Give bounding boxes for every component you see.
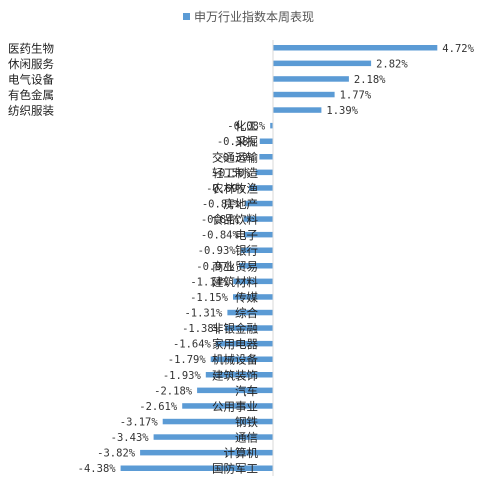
- value-label-14: -0.93%: [198, 245, 237, 257]
- value-label-23: -2.18%: [154, 385, 193, 397]
- bar-4: [273, 91, 335, 98]
- category-label-10: 农林牧渔: [212, 181, 258, 195]
- bar-9: [255, 169, 273, 176]
- category-label-18: 综合: [235, 306, 258, 320]
- category-label-8: 交通运输: [212, 150, 258, 164]
- bar-15: [239, 263, 273, 269]
- bar-19: [225, 325, 273, 331]
- category-label-19: 非银金融: [212, 322, 258, 336]
- category-label-2: 休闲服务: [8, 57, 54, 71]
- category-label-24: 公用事业: [212, 399, 258, 413]
- category-labels-group: 医药生物休闲服务电气设备有色金属纺织服装化工采掘交通运输轻工制造农林牧渔房地产食…: [8, 41, 258, 475]
- legend-label: 申万行业指数本周表现: [194, 9, 314, 24]
- bar-16: [233, 278, 273, 285]
- category-label-27: 计算机: [224, 446, 259, 460]
- bar-24: [182, 403, 273, 409]
- value-label-20: -1.64%: [173, 339, 212, 351]
- category-label-12: 食品饮料: [212, 213, 258, 227]
- category-label-11: 房地产: [224, 197, 259, 211]
- category-label-16: 建筑材料: [212, 275, 258, 289]
- value-label-11: -0.81%: [202, 199, 241, 211]
- legend-swatch: [183, 13, 190, 20]
- bar-11: [244, 200, 273, 207]
- value-label-22: -1.93%: [163, 370, 202, 382]
- value-label-21: -1.79%: [168, 354, 207, 366]
- bar-23: [197, 387, 273, 394]
- category-label-25: 钢铁: [235, 415, 258, 429]
- category-label-17: 传媒: [235, 290, 258, 304]
- category-label-20: 家用电器: [212, 337, 258, 351]
- bar-21: [210, 356, 273, 362]
- value-labels-group: 4.72% 2.82% 2.18% 1.77% 1.39% -0.08% -0.38% -0.…: [78, 43, 475, 475]
- category-label-3: 电气设备: [8, 72, 54, 86]
- bar-25: [162, 418, 273, 425]
- bar-17: [233, 294, 273, 300]
- bar-27: [140, 449, 273, 456]
- value-label-28: -4.38%: [78, 463, 117, 475]
- value-label-16: -1.14%: [190, 276, 229, 288]
- category-label-6: 化工: [235, 119, 258, 133]
- value-label-18: -1.31%: [184, 308, 223, 320]
- category-label-5: 纺织服装: [8, 104, 54, 118]
- bar-22: [205, 372, 273, 378]
- value-label-24: -2.61%: [139, 401, 178, 413]
- category-label-28: 国防军工: [212, 462, 258, 476]
- bar-13: [243, 231, 273, 238]
- category-label-22: 建筑装饰: [212, 368, 258, 382]
- bar-1: [273, 45, 438, 51]
- category-label-21: 机械设备: [212, 353, 258, 367]
- value-label-8: -0.39%: [216, 152, 255, 164]
- category-label-4: 有色金属: [8, 88, 54, 102]
- value-label-19: -1.38%: [182, 323, 221, 335]
- bar-10: [249, 185, 273, 191]
- category-label-23: 汽车: [235, 384, 258, 398]
- bar-12: [243, 216, 273, 222]
- value-label-1: 4.72%: [442, 43, 474, 55]
- bar-28: [120, 465, 273, 471]
- bar-5: [273, 107, 322, 113]
- value-label-3: 2.18%: [354, 74, 386, 86]
- value-label-17: -1.15%: [190, 292, 229, 304]
- value-label-7: -0.38%: [217, 136, 256, 148]
- value-label-4: 1.77%: [340, 90, 372, 102]
- bars-group: [120, 45, 438, 471]
- bar-20: [215, 340, 273, 347]
- category-label-14: 银行: [235, 244, 258, 258]
- value-label-27: -3.82%: [97, 448, 136, 460]
- category-label-7: 采掘: [235, 135, 258, 149]
- value-label-15: -0.97%: [196, 261, 235, 273]
- value-label-13: -0.84%: [201, 230, 240, 242]
- category-label-1: 医药生物: [8, 41, 54, 55]
- value-label-10: -0.69%: [206, 183, 245, 195]
- value-label-25: -3.17%: [120, 417, 159, 429]
- legend: 申万行业指数本周表现: [183, 9, 314, 24]
- bar-14: [240, 247, 273, 253]
- bar-6: [270, 122, 273, 129]
- category-label-13: 电子: [235, 228, 258, 242]
- value-label-9: -0.50%: [213, 167, 252, 179]
- bar-8: [259, 154, 273, 160]
- bar-18: [227, 309, 273, 316]
- value-label-12: -0.84%: [201, 214, 240, 226]
- bar-3: [273, 76, 349, 82]
- category-label-15: 商业贸易: [212, 259, 258, 273]
- value-label-26: -3.43%: [111, 432, 150, 444]
- bar-2: [273, 60, 372, 67]
- category-label-26: 通信: [235, 431, 258, 445]
- category-label-9: 轻工制造: [212, 166, 258, 180]
- value-label-6: -0.08%: [227, 121, 266, 133]
- value-label-5: 1.39%: [326, 105, 358, 117]
- value-label-2: 2.82%: [376, 58, 408, 70]
- bar-7: [259, 138, 273, 144]
- bar-26: [153, 434, 273, 440]
